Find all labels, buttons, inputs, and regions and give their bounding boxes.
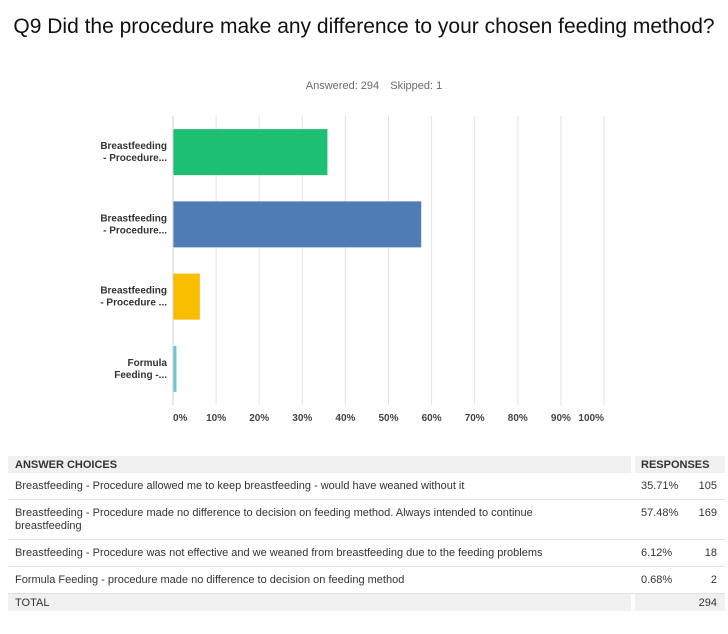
category-label: - Procedure... [103,153,167,164]
table-row: Breastfeeding - Procedure was not effect… [8,539,725,567]
answer-count: 2 [687,566,725,594]
bar [173,345,177,392]
tick-label: 50% [378,413,398,424]
tick-label: 0% [173,413,188,424]
answer-table: ANSWER CHOICES RESPONSES Breastfeeding -… [8,456,725,611]
tick-label: 70% [465,413,485,424]
tick-label: 30% [292,413,312,424]
answer-count: 18 [687,539,725,567]
skipped-count: Skipped: 1 [390,80,443,92]
category-label: Breastfeeding [100,141,167,152]
category-label: Breastfeeding [100,213,167,224]
responses-header: RESPONSES [635,456,725,473]
answer-percent: 0.68% [635,566,687,594]
category-label: - Procedure ... [100,298,167,309]
category-label: Formula [128,358,168,369]
tick-label: 20% [249,413,269,424]
question-title: Q9 Did the procedure make any difference… [13,15,715,38]
tick-label: 40% [335,413,355,424]
answer-text: Breastfeeding - Procedure made no differ… [8,499,631,540]
category-label: Breastfeeding [100,286,167,297]
answer-text: Formula Feeding - procedure made no diff… [8,566,631,594]
total-label: TOTAL [8,593,631,611]
answer-percent: 35.71% [635,473,687,500]
answer-count: 169 [687,499,725,540]
answer-text: Breastfeeding - Procedure was not effect… [8,539,631,567]
bar [173,129,328,176]
tick-label: 60% [422,413,442,424]
answer-choices-header: ANSWER CHOICES [8,456,631,473]
tick-label: 100% [578,413,604,424]
table-header-row: ANSWER CHOICES RESPONSES [8,456,725,473]
tick-label: 10% [206,413,226,424]
table-row: Breastfeeding - Procedure made no differ… [8,499,725,540]
table-row: Breastfeeding - Procedure allowed me to … [8,473,725,500]
bar [173,201,422,248]
total-count: 294 [687,593,725,611]
bar [173,273,200,320]
table-total-row: TOTAL 294 [8,593,725,611]
answer-percent: 6.12% [635,539,687,567]
answered-count: Answered: 294 [305,80,380,92]
table-row: Formula Feeding - procedure made no diff… [8,566,725,594]
answer-count: 105 [687,473,725,500]
category-label: - Procedure... [103,225,167,236]
answer-text: Breastfeeding - Procedure allowed me to … [8,473,631,500]
tick-label: 90% [551,413,571,424]
bar-chart: Breastfeeding- Procedure...Breastfeeding… [100,116,605,424]
tick-label: 80% [508,413,528,424]
response-summary: Answered: 294 Skipped: 1 [0,80,728,92]
answer-percent: 57.48% [635,499,687,540]
category-label: Feeding -... [114,370,167,381]
